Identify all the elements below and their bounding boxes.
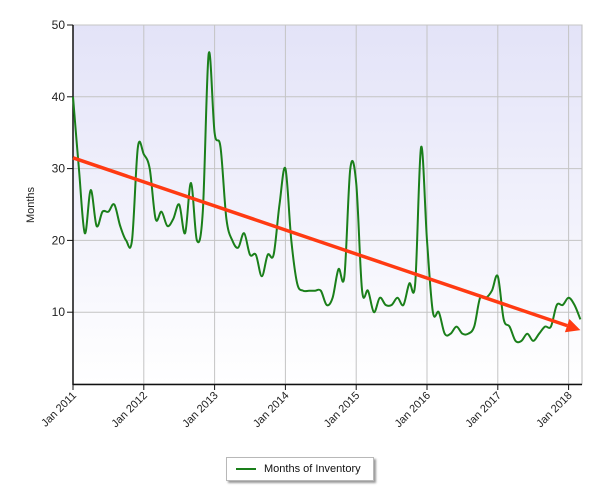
x-tick-label: Jan 2015 [322, 390, 362, 430]
legend-swatch [236, 468, 256, 470]
y-tick-label: 20 [52, 233, 66, 247]
trend-arrow-line [72, 156, 568, 328]
legend: Months of Inventory [226, 457, 374, 481]
y-tick-label: 30 [52, 162, 66, 176]
y-tick-label: 50 [52, 18, 66, 32]
y-axis-title: Months [25, 186, 37, 223]
y-tick-label: 10 [52, 305, 66, 319]
x-tick-label: Jan 2017 [463, 390, 503, 430]
x-tick-label: Jan 2012 [109, 390, 149, 430]
x-ticks: Jan 2011 Jan 2012 Jan 2013 Jan 2014 Jan 2015… [39, 384, 575, 430]
x-tick-label: Jan 2013 [180, 390, 220, 430]
x-tick-label: Jan 2016 [393, 390, 433, 430]
legend-label: Months of Inventory [264, 463, 361, 475]
x-tick-label: Jan 2011 [39, 390, 79, 430]
plot-area [72, 24, 583, 385]
y-tick-label: 40 [52, 90, 66, 104]
trend-arrow-head [564, 319, 581, 333]
series-line-months-of-inventory [72, 51, 582, 344]
x-tick-label: Jan 2014 [251, 390, 291, 430]
x-tick-label: Jan 2018 [534, 390, 574, 430]
y-ticks: 10 20 30 40 50 [52, 18, 73, 319]
